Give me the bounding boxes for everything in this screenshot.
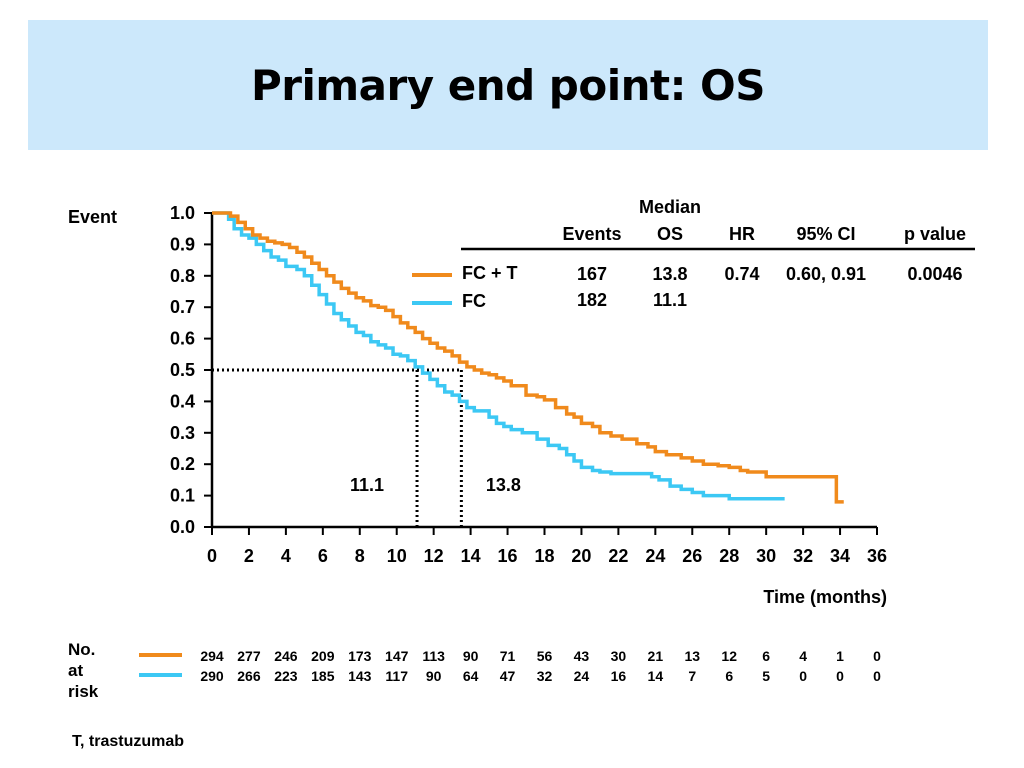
at-risk-value: 266 bbox=[237, 668, 261, 684]
at-risk-value: 290 bbox=[200, 668, 224, 684]
y-tick-label: 0.0 bbox=[170, 517, 195, 537]
at-risk-value: 173 bbox=[348, 648, 372, 664]
at-risk-value: 1 bbox=[836, 648, 844, 664]
at-risk-value: 294 bbox=[200, 648, 224, 664]
stats-cell: 167 bbox=[577, 264, 607, 284]
at-risk-value: 32 bbox=[537, 668, 553, 684]
at-risk-value: 16 bbox=[611, 668, 627, 684]
km-curve-fc-t bbox=[212, 211, 844, 504]
legend-label: FC bbox=[462, 291, 486, 311]
x-tick-label: 22 bbox=[608, 546, 628, 566]
y-tick-label: 0.6 bbox=[170, 329, 195, 349]
stats-header: Median bbox=[639, 197, 701, 217]
x-tick-label: 4 bbox=[281, 546, 291, 566]
at-risk-value: 12 bbox=[721, 648, 737, 664]
at-risk-value: 24 bbox=[574, 668, 590, 684]
at-risk-value: 6 bbox=[725, 668, 733, 684]
at-risk-value: 185 bbox=[311, 668, 335, 684]
x-tick-label: 18 bbox=[534, 546, 554, 566]
at-risk-value: 147 bbox=[385, 648, 409, 664]
at-risk-value: 21 bbox=[648, 648, 664, 664]
at-risk-value: 277 bbox=[237, 648, 261, 664]
stats-cell: 11.1 bbox=[653, 290, 687, 310]
y-tick-label: 0.5 bbox=[170, 360, 195, 380]
at-risk-value: 0 bbox=[873, 668, 881, 684]
at-risk-value: 223 bbox=[274, 668, 298, 684]
stats-header: Events bbox=[562, 224, 621, 244]
y-axis-label: Event bbox=[68, 207, 117, 227]
x-tick-label: 30 bbox=[756, 546, 776, 566]
at-risk-value: 7 bbox=[688, 668, 696, 684]
x-tick-label: 26 bbox=[682, 546, 702, 566]
at-risk-value: 13 bbox=[684, 648, 700, 664]
at-risk-value: 14 bbox=[648, 668, 664, 684]
at-risk-value: 64 bbox=[463, 668, 479, 684]
y-tick-label: 0.4 bbox=[170, 391, 195, 411]
x-tick-label: 12 bbox=[424, 546, 444, 566]
x-tick-label: 32 bbox=[793, 546, 813, 566]
at-risk-value: 56 bbox=[537, 648, 553, 664]
y-tick-label: 0.2 bbox=[170, 454, 195, 474]
at-risk-value: 113 bbox=[422, 648, 445, 664]
at-risk-value: 0 bbox=[799, 668, 807, 684]
at-risk-value: 90 bbox=[463, 648, 479, 664]
median-label: 11.1 bbox=[350, 475, 384, 495]
stats-header: OS bbox=[657, 224, 683, 244]
at-risk-value: 6 bbox=[762, 648, 770, 664]
at-risk-value: 0 bbox=[873, 648, 881, 664]
stats-header: p value bbox=[904, 224, 966, 244]
y-tick-label: 1.0 bbox=[170, 203, 195, 223]
at-risk-value: 143 bbox=[348, 668, 372, 684]
at-risk-label: at bbox=[68, 661, 83, 680]
at-risk-label: No. bbox=[68, 640, 95, 659]
x-tick-label: 20 bbox=[571, 546, 591, 566]
median-label: 13.8 bbox=[486, 475, 521, 495]
at-risk-value: 71 bbox=[500, 648, 516, 664]
at-risk-value: 4 bbox=[799, 648, 807, 664]
y-tick-label: 0.9 bbox=[170, 234, 195, 254]
at-risk-value: 90 bbox=[426, 668, 442, 684]
x-tick-label: 36 bbox=[867, 546, 887, 566]
stats-cell: 0.74 bbox=[724, 264, 759, 284]
y-tick-label: 0.8 bbox=[170, 266, 195, 286]
at-risk-value: 246 bbox=[274, 648, 298, 664]
x-tick-label: 14 bbox=[461, 546, 481, 566]
footnote: T, trastuzumab bbox=[72, 733, 185, 750]
at-risk-value: 43 bbox=[574, 648, 590, 664]
y-tick-label: 0.3 bbox=[170, 423, 195, 443]
at-risk-value: 30 bbox=[611, 648, 627, 664]
x-tick-label: 10 bbox=[387, 546, 407, 566]
at-risk-value: 5 bbox=[762, 668, 770, 684]
title-band: Primary end point: OS bbox=[28, 20, 988, 150]
legend-label: FC + T bbox=[462, 263, 518, 283]
stats-cell: 0.60, 0.91 bbox=[786, 264, 866, 284]
x-axis-label: Time (months) bbox=[763, 587, 887, 607]
x-tick-label: 6 bbox=[318, 546, 328, 566]
x-tick-label: 16 bbox=[498, 546, 518, 566]
y-tick-label: 0.7 bbox=[170, 297, 195, 317]
at-risk-label: risk bbox=[68, 682, 99, 701]
x-tick-label: 28 bbox=[719, 546, 739, 566]
slide-title: Primary end point: OS bbox=[251, 60, 765, 110]
stats-cell: 182 bbox=[577, 290, 607, 310]
stats-header: 95% CI bbox=[796, 224, 855, 244]
stats-header: HR bbox=[729, 224, 755, 244]
stats-cell: 0.0046 bbox=[907, 264, 962, 284]
x-tick-label: 0 bbox=[207, 546, 217, 566]
stats-cell: 13.8 bbox=[652, 264, 687, 284]
x-tick-label: 24 bbox=[645, 546, 665, 566]
at-risk-value: 0 bbox=[836, 668, 844, 684]
at-risk-value: 117 bbox=[385, 668, 408, 684]
at-risk-value: 47 bbox=[500, 668, 516, 684]
y-tick-label: 0.1 bbox=[170, 486, 195, 506]
km-curve-fc bbox=[212, 211, 785, 501]
at-risk-value: 209 bbox=[311, 648, 335, 664]
x-tick-label: 34 bbox=[830, 546, 850, 566]
x-tick-label: 2 bbox=[244, 546, 254, 566]
x-tick-label: 8 bbox=[355, 546, 365, 566]
